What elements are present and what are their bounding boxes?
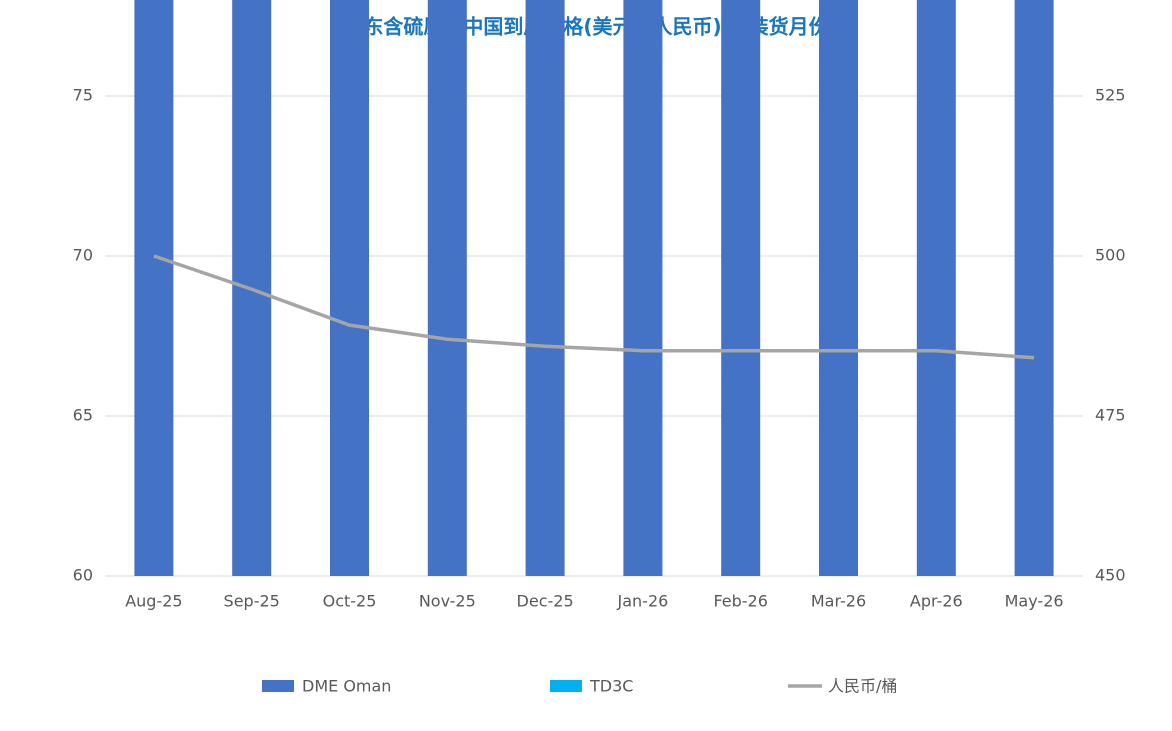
x-tick-label: Sep-25: [224, 592, 280, 611]
x-tick-label: May-26: [1005, 592, 1064, 611]
x-tick-label: Dec-25: [517, 592, 574, 611]
x-tick-label: Apr-26: [910, 592, 963, 611]
bar: [916, 0, 956, 576]
y-tick-label: 70: [73, 246, 93, 265]
x-tick-label: Jan-26: [617, 592, 669, 611]
y-tick-label: 65: [73, 406, 93, 425]
x-tick-label: Nov-25: [419, 592, 476, 611]
legend-label: 人民币/桶: [828, 677, 897, 696]
legend-label: TD3C: [589, 677, 633, 696]
bar: [819, 0, 858, 576]
bar: [427, 0, 467, 576]
x-tick-label: Aug-25: [125, 592, 182, 611]
y2-tick-label: 500: [1095, 246, 1126, 265]
bar: [623, 0, 663, 576]
y2-tick-label: 450: [1095, 566, 1126, 585]
y-tick-label: 60: [73, 566, 93, 585]
y2-tick-label: 475: [1095, 406, 1126, 425]
legend-label: DME Oman: [302, 677, 391, 696]
x-tick-label: Oct-25: [323, 592, 377, 611]
bar: [330, 0, 369, 577]
bar: [525, 0, 565, 577]
y-tick-label: 75: [73, 86, 93, 105]
x-tick-label: Feb-26: [713, 592, 767, 611]
bar: [1014, 0, 1054, 576]
bar: [134, 0, 174, 576]
legend-swatch: [550, 680, 582, 692]
y2-tick-label: 525: [1095, 86, 1126, 105]
bar: [721, 0, 761, 576]
x-tick-label: Mar-26: [811, 592, 866, 611]
legend-swatch: [262, 680, 294, 692]
line-series: [153, 254, 1035, 360]
